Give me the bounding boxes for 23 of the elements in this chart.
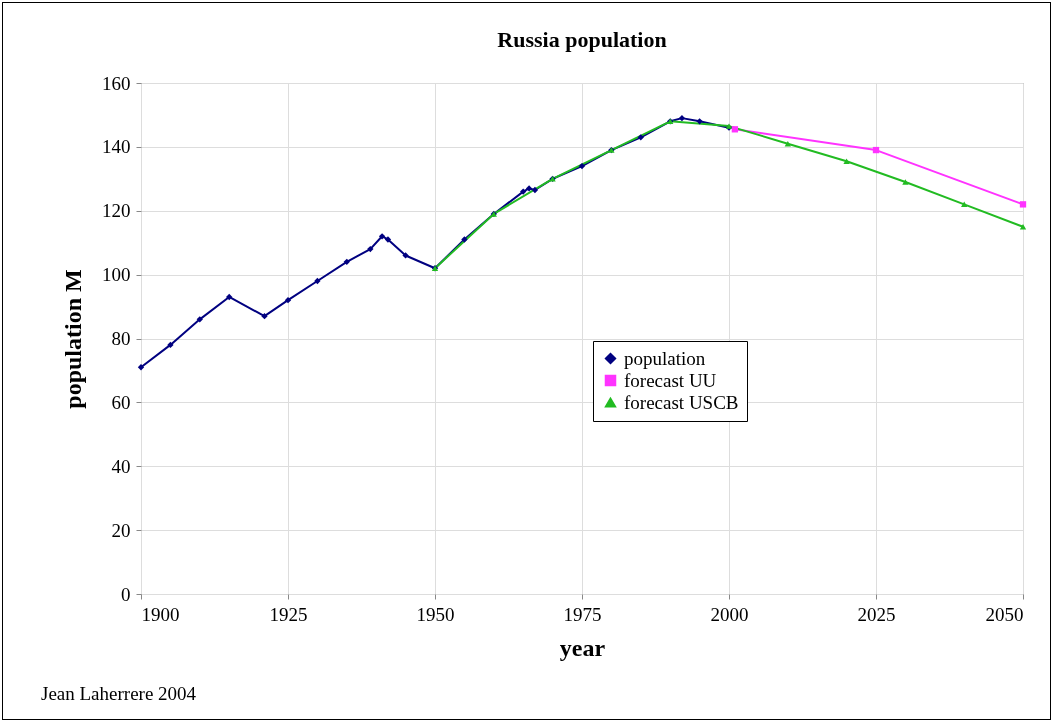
x-tick-label: 2025 bbox=[857, 603, 896, 625]
y-tick-label: 0 bbox=[121, 583, 131, 605]
y-axis-title: population M bbox=[60, 269, 86, 409]
x-tick-label: 1925 bbox=[269, 603, 308, 625]
legend-label: population bbox=[624, 347, 706, 369]
legend-label: forecast USCB bbox=[624, 391, 739, 413]
y-tick-label: 140 bbox=[102, 136, 131, 158]
y-tick-label: 80 bbox=[111, 328, 131, 349]
legend-label: forecast UU bbox=[624, 369, 717, 391]
x-tick-label: 1900 bbox=[141, 603, 180, 625]
y-tick-label: 60 bbox=[111, 391, 131, 413]
y-tick-label: 40 bbox=[111, 455, 131, 477]
x-tick-label: 2000 bbox=[710, 603, 749, 625]
x-tick-label: 1975 bbox=[563, 603, 602, 625]
x-axis-title: year bbox=[559, 634, 606, 661]
text: Jean Laherrere 2004 bbox=[41, 683, 197, 705]
y-tick-label: 120 bbox=[102, 200, 131, 222]
x-tick-label: 1950 bbox=[416, 603, 455, 625]
y-tick-label: 160 bbox=[102, 72, 131, 94]
y-tick-label: 20 bbox=[111, 519, 131, 541]
y-tick-label: 100 bbox=[102, 264, 131, 286]
x-tick-label: 2050 bbox=[985, 603, 1024, 625]
chart-title: Russia population bbox=[497, 27, 667, 52]
